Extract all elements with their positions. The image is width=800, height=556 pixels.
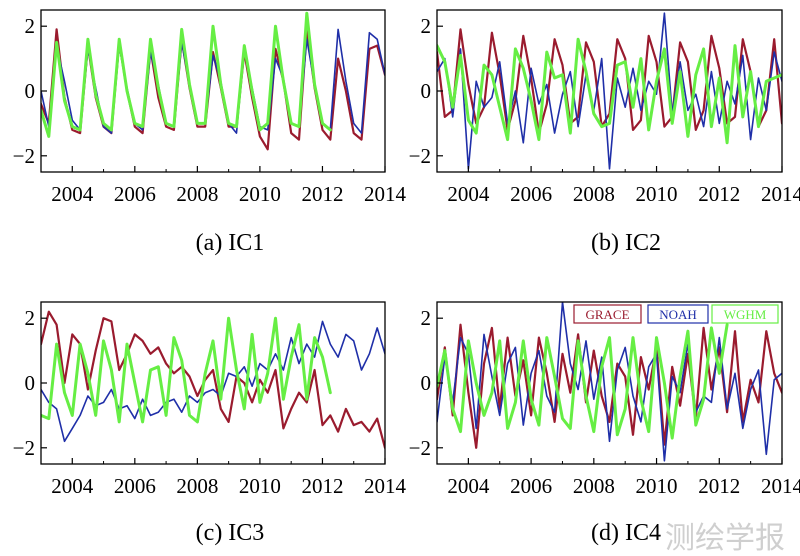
legend-box-noah [647, 304, 709, 324]
panel-caption: (a) IC1 [196, 230, 265, 256]
x-tick-label: 2010 [239, 182, 281, 206]
y-tick-label: 0 [25, 79, 36, 103]
x-tick-label: 2006 [510, 474, 552, 498]
x-tick-label: 2012 [698, 474, 740, 498]
legend-label-grace: GRACE [585, 307, 629, 322]
x-tick-label: 2004 [447, 182, 490, 206]
y-tick-label: −2 [409, 436, 431, 460]
y-tick-label: 2 [25, 306, 36, 330]
series-group [41, 11, 385, 151]
y-tick-label: 2 [25, 14, 36, 38]
series-line-noah [437, 302, 782, 462]
x-tick-label: 2008 [573, 474, 615, 498]
series-group [437, 302, 782, 462]
x-tick-label: 2014 [761, 474, 800, 498]
legend-box-wghm [711, 304, 779, 324]
x-tick-label: 2004 [51, 182, 94, 206]
x-tick-label: 2008 [176, 182, 218, 206]
x-tick-label: 2010 [636, 474, 678, 498]
y-tick-label: −2 [409, 144, 431, 168]
legend-label-wghm: WGHM [724, 307, 767, 322]
x-tick-label: 2008 [176, 474, 218, 498]
x-tick-label: 2012 [301, 182, 343, 206]
legend-label-noah: NOAH [659, 307, 697, 322]
x-tick-label: 2004 [447, 474, 490, 498]
x-tick-label: 2008 [573, 182, 615, 206]
series-line-wghm [41, 11, 332, 138]
x-tick-label: 2010 [636, 182, 678, 206]
y-tick-label: 0 [421, 79, 432, 103]
x-tick-label: 2006 [114, 182, 156, 206]
plot-frame [40, 301, 386, 465]
x-tick-label: 2014 [364, 182, 407, 206]
panel-ic4: 2004 2006 2008 2010 2012 2014 −2 0 2 (d) IC4 GRACE… [409, 301, 800, 546]
panel-ic2: 2004 2006 2008 2010 2012 2014 −2 0 2 (b) IC2 [409, 9, 800, 256]
x-tick-label: 2006 [510, 182, 552, 206]
y-tick-label: 2 [421, 306, 432, 330]
series-line-wghm [437, 323, 729, 440]
series-group [41, 310, 385, 449]
y-tick-label: 0 [421, 371, 432, 395]
legend-box-grace [573, 304, 642, 324]
y-tick-label: 0 [25, 371, 36, 395]
y-tick-label: 2 [421, 14, 432, 38]
panel-caption: (b) IC2 [591, 230, 661, 256]
x-tick-label: 2012 [301, 474, 343, 498]
series-group [437, 12, 782, 170]
x-tick-label: 2010 [239, 474, 281, 498]
x-tick-label: 2014 [761, 182, 800, 206]
watermark-text: 测绘学报 [665, 521, 785, 556]
y-tick-label: −2 [13, 144, 35, 168]
panel-ic3: 2004 2006 2008 2010 2012 2014 −2 0 2 (c) IC3 [13, 301, 407, 546]
series-line-grace [41, 310, 385, 449]
series-line-wghm [41, 316, 332, 424]
panel-caption: (c) IC3 [196, 520, 265, 546]
y-tick-label: −2 [13, 436, 35, 460]
legend: GRACE NOAH WGHM [573, 304, 779, 324]
panel-caption: (d) IC4 [591, 520, 661, 546]
x-tick-label: 2012 [698, 182, 740, 206]
x-tick-label: 2014 [364, 474, 407, 498]
series-line-wghm [437, 37, 782, 145]
x-tick-label: 2006 [114, 474, 156, 498]
x-tick-label: 2004 [51, 474, 94, 498]
panel-ic1: 2004 2006 2008 2010 2012 2014 −2 0 2 (a) IC1 [13, 9, 407, 256]
